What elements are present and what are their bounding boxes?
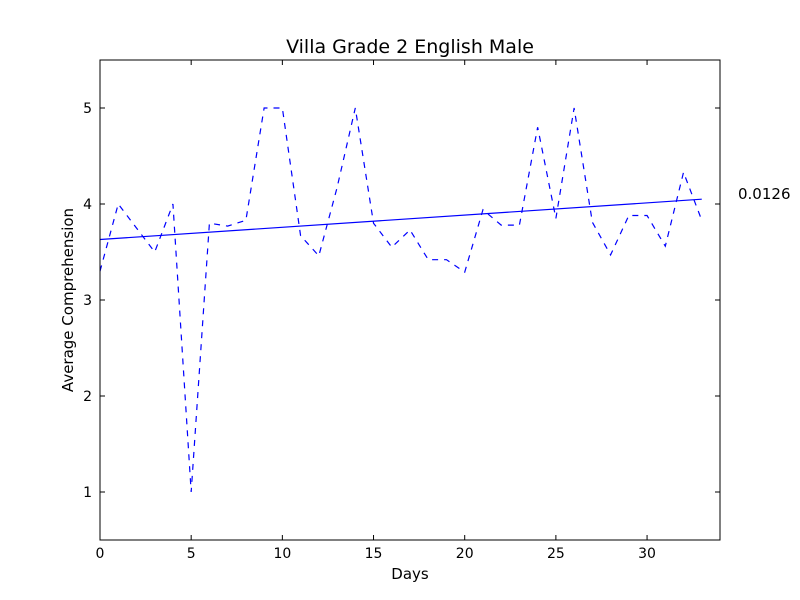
y-tick-label: 4 [83,197,92,213]
plot-lines [99,107,703,493]
axis-ticks: 0 5 10 15 20 25 30 1 2 3 4 5 [83,60,720,562]
series-line-solid [99,198,702,241]
y-tick-label: 2 [83,389,92,405]
x-tick-label: 20 [456,546,474,562]
x-tick-label: 30 [638,546,656,562]
series-line-dashed [99,107,703,493]
y-tick-label: 1 [83,485,92,501]
x-tick-label: 5 [187,546,196,562]
x-tick-label: 0 [96,546,105,562]
chart-title: Villa Grade 2 English Male [286,36,534,58]
x-tick-label: 25 [547,546,565,562]
x-tick-label: 15 [365,546,383,562]
slope-annotation: 0.0126 [738,185,791,203]
x-axis-title: Days [391,565,429,583]
x-tick-label: 10 [273,546,291,562]
y-tick-label: 5 [83,101,92,117]
y-axis-title: Average Comprehension [59,208,77,392]
y-tick-label: 3 [83,293,92,309]
